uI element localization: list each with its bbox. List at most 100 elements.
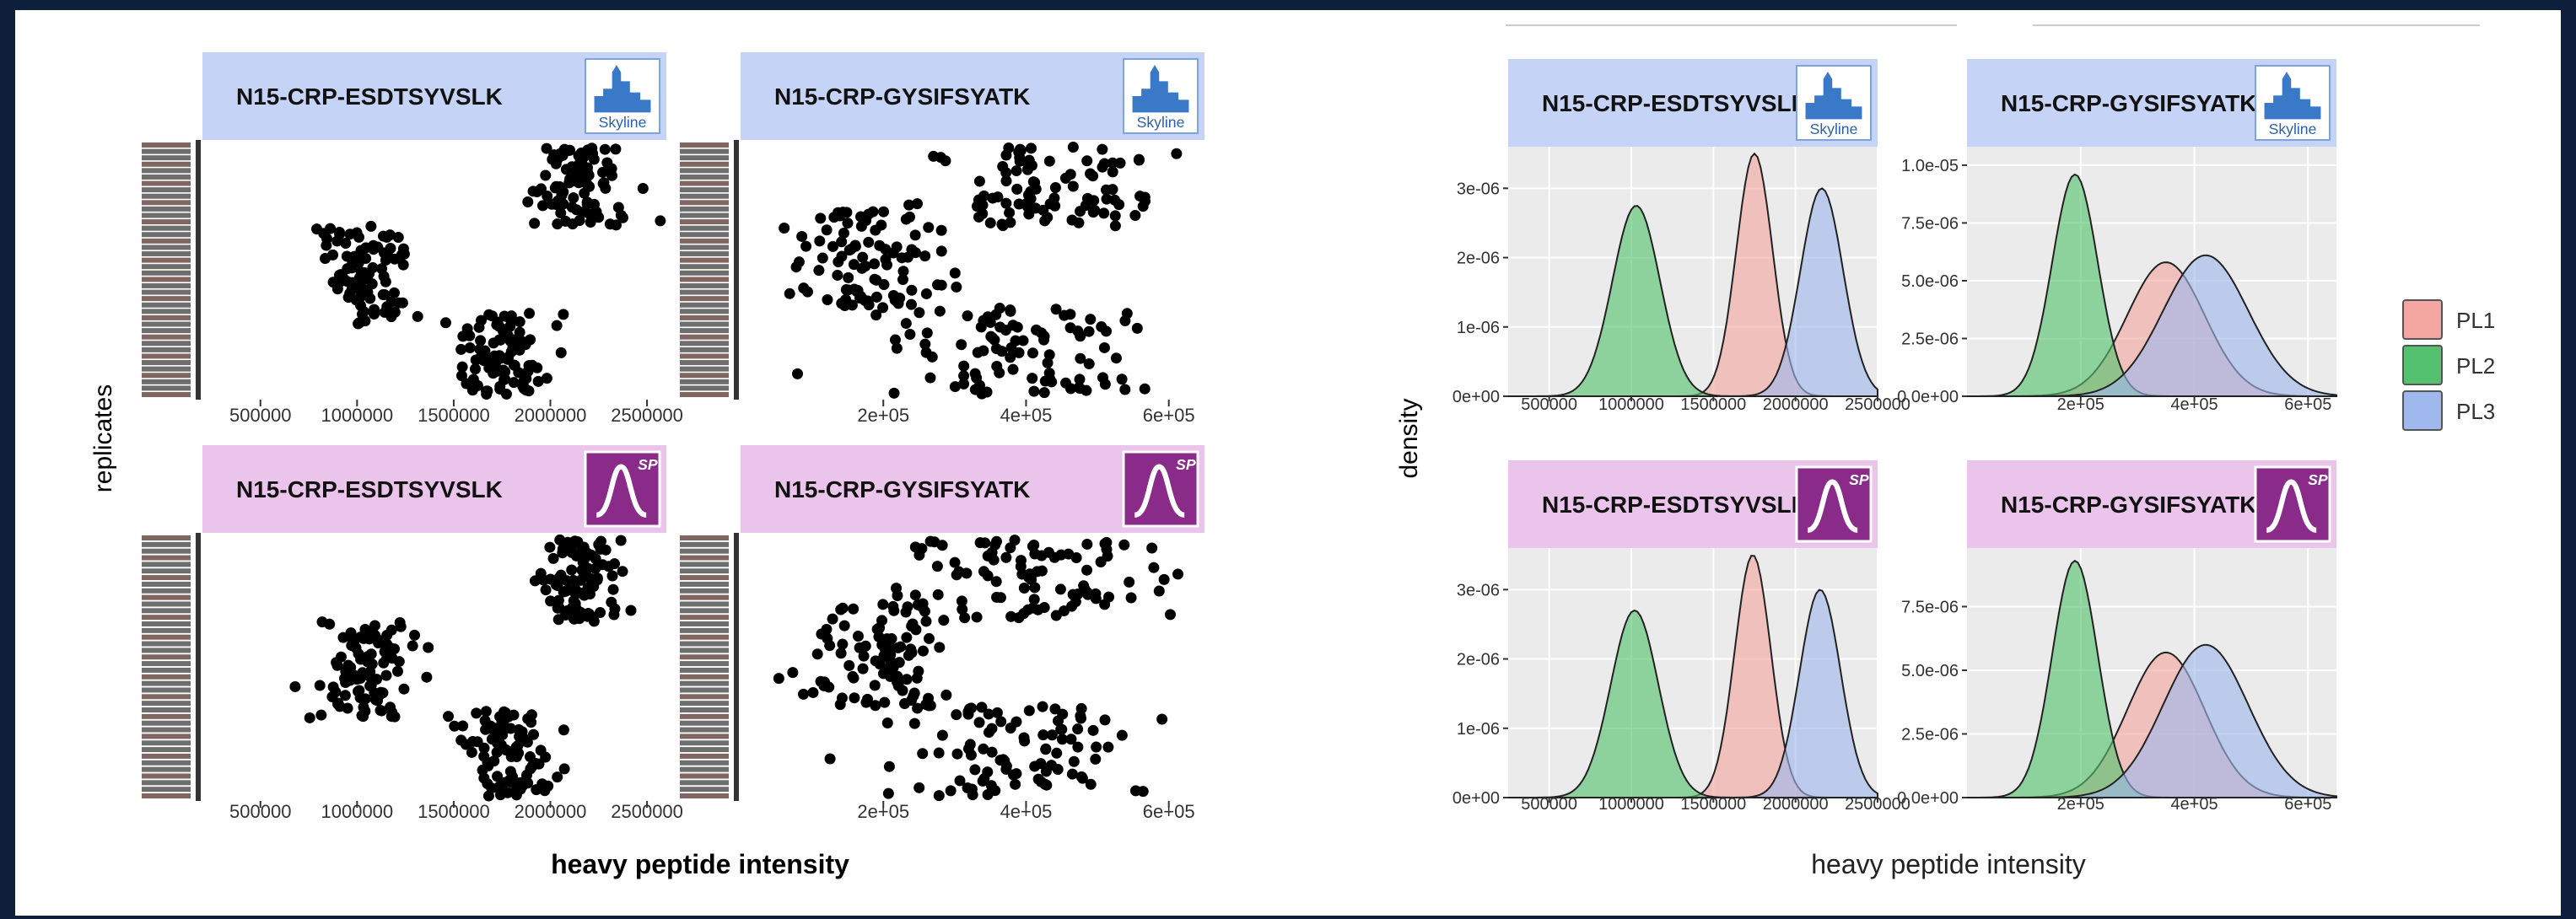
skyline-icon-label: Skyline xyxy=(1137,114,1185,131)
data-point-pl1 xyxy=(504,320,516,332)
data-point-pl2 xyxy=(353,231,364,243)
data-point-pl2 xyxy=(854,293,866,304)
data-point-pl1 xyxy=(551,320,563,331)
data-point-pl3 xyxy=(580,551,592,562)
data-point-pl3 xyxy=(924,535,936,547)
data-point-pl2 xyxy=(863,236,875,248)
data-point-pl1 xyxy=(1131,322,1143,334)
data-point-pl1 xyxy=(488,368,499,379)
data-point-pl1 xyxy=(540,751,552,763)
data-point-pl3 xyxy=(584,208,595,220)
data-point-pl1 xyxy=(889,334,901,346)
data-point-pl3 xyxy=(529,218,541,229)
data-point-pl1 xyxy=(473,321,485,333)
data-point-pl3 xyxy=(546,198,558,210)
density-pl3 xyxy=(1508,187,1878,397)
data-point-pl2 xyxy=(359,315,371,327)
right-ylabel-group: density xyxy=(1395,398,1423,478)
data-point-pl1 xyxy=(997,754,1009,766)
data-point-pl3 xyxy=(1088,195,1100,207)
y-tick-label: 2.5e-06 xyxy=(1901,330,1959,348)
data-point-pl3 xyxy=(1023,208,1035,220)
data-point-pl3 xyxy=(912,599,924,610)
data-point-pl2 xyxy=(897,274,908,286)
data-point-pl3 xyxy=(600,182,612,194)
replicate-tick-label xyxy=(142,694,191,700)
y-tick-label: 0.0e+00 xyxy=(1897,789,1959,808)
data-point-pl2 xyxy=(773,673,784,685)
data-point-pl3 xyxy=(560,608,572,620)
data-point-pl2 xyxy=(893,657,905,669)
data-point-pl1 xyxy=(1046,729,1058,741)
x-tick-label: 1500000 xyxy=(1680,395,1746,414)
data-point-pl3 xyxy=(984,217,996,228)
y-tick-label: 7.5e-06 xyxy=(1901,598,1959,616)
data-point-pl2 xyxy=(949,267,961,279)
data-point-pl1 xyxy=(1007,363,1019,375)
data-point-pl1 xyxy=(949,381,961,393)
data-point-pl1 xyxy=(1068,755,1080,767)
data-point-pl1 xyxy=(1031,324,1043,336)
data-point-pl2 xyxy=(869,680,881,691)
x-tick-label: 2500000 xyxy=(611,405,683,426)
y-tick-label: 0e+00 xyxy=(1452,789,1500,808)
data-point-pl1 xyxy=(962,782,973,794)
data-point-pl2 xyxy=(887,600,899,612)
data-point-pl3 xyxy=(606,570,618,582)
data-point-pl1 xyxy=(512,740,524,752)
replicate-tick-label xyxy=(142,277,191,282)
replicate-tick-label xyxy=(680,392,729,397)
replicate-tick-label xyxy=(680,740,729,746)
data-point-pl2 xyxy=(870,655,881,667)
data-point-pl1 xyxy=(962,310,973,322)
data-point-pl2 xyxy=(901,631,913,643)
data-point-pl3 xyxy=(542,190,553,202)
data-point-pl3 xyxy=(557,547,569,559)
data-point-pl3 xyxy=(990,535,1002,547)
data-point-pl3 xyxy=(978,190,990,202)
data-point-pl2 xyxy=(848,672,860,684)
data-point-pl3 xyxy=(625,605,637,616)
data-point-pl3 xyxy=(604,218,616,230)
data-point-pl1 xyxy=(491,746,503,758)
data-point-pl1 xyxy=(900,318,912,330)
panel-left-bottom-left: N15-CRP-ESDTSYVSLK SP 500000 1000000 1500000… xyxy=(142,445,683,822)
data-point-pl3 xyxy=(555,207,567,219)
data-point-pl2 xyxy=(840,293,852,305)
replicate-tick-label xyxy=(680,713,729,719)
x-tick-label: 1000000 xyxy=(321,405,394,426)
replicate-tick-label xyxy=(142,680,191,686)
data-point-pl1 xyxy=(470,363,482,375)
data-point-pl1 xyxy=(498,374,510,385)
data-point-pl1 xyxy=(1037,701,1048,712)
data-point-pl1 xyxy=(978,743,989,755)
data-point-pl1 xyxy=(449,720,461,732)
data-point-pl2 xyxy=(421,671,433,683)
x-tick-label: 2500000 xyxy=(1845,395,1910,414)
data-point-pl1 xyxy=(954,775,966,787)
data-point-pl1 xyxy=(492,771,504,782)
data-point-pl3 xyxy=(569,583,581,595)
y-tick-label: 5.0e-06 xyxy=(1901,662,1959,680)
x-tick-label: 2500000 xyxy=(611,801,683,822)
data-point-pl1 xyxy=(933,790,945,802)
sp-icon-frame xyxy=(584,450,661,528)
data-point-pl2 xyxy=(354,299,366,311)
density-pl3 xyxy=(1508,588,1878,798)
sp-icon-label: SP xyxy=(2308,471,2328,488)
data-point-pl2 xyxy=(854,642,865,653)
data-point-pl2 xyxy=(384,229,396,241)
data-point-pl3 xyxy=(585,216,596,228)
data-point-pl1 xyxy=(991,360,1003,372)
data-point-pl1 xyxy=(482,756,493,768)
data-point-pl3 xyxy=(997,220,1009,232)
data-point-pl1 xyxy=(1013,347,1025,358)
replicate-tick-label xyxy=(142,707,191,712)
data-point-pl1 xyxy=(924,372,936,384)
data-point-pl3 xyxy=(1102,551,1113,562)
data-point-pl2 xyxy=(333,226,345,238)
data-point-pl1 xyxy=(1051,747,1063,759)
replicate-tick-label xyxy=(680,161,729,167)
replicate-tick-label xyxy=(680,667,729,673)
data-point-pl1 xyxy=(986,746,998,758)
